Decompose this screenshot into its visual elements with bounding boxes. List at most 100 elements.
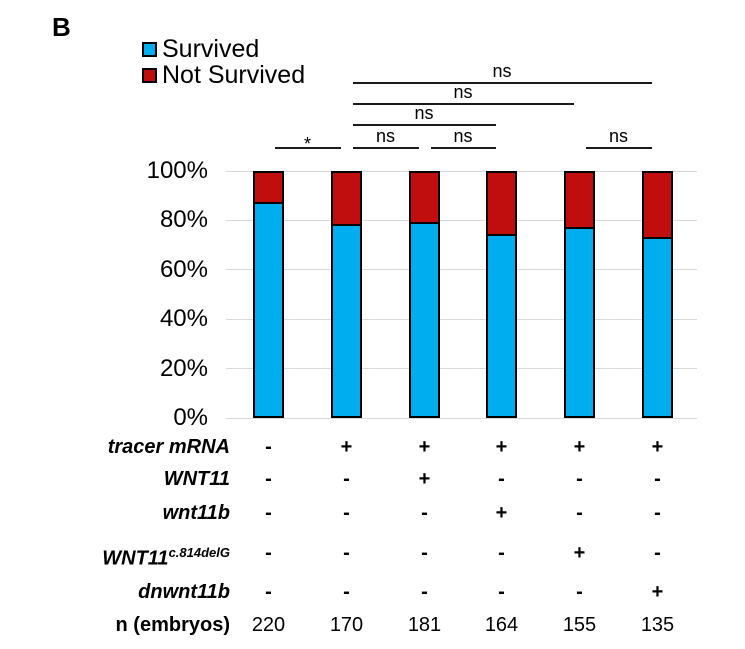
gridline <box>226 219 697 221</box>
legend-item: Survived <box>142 36 305 62</box>
bar-segment-survived <box>331 224 362 418</box>
condition-cell: - <box>576 468 583 490</box>
significance-line <box>430 147 496 149</box>
embryo-count-cell: 155 <box>562 614 597 636</box>
condition-cell: + <box>573 542 586 564</box>
legend: Survived Not Survived <box>142 36 305 88</box>
condition-cell: + <box>651 436 664 458</box>
condition-row-label-text: dnwnt11b <box>138 581 230 603</box>
embryo-count-cell: 170 <box>329 614 364 636</box>
condition-cell: - <box>343 468 350 490</box>
condition-cell: + <box>651 581 664 603</box>
bar-3 <box>409 171 440 418</box>
condition-row-label: tracer mRNA <box>10 434 230 460</box>
condition-row-label-text: n (embryos) <box>115 614 230 636</box>
condition-cell: - <box>498 581 505 603</box>
legend-item: Not Survived <box>142 62 305 88</box>
bar-segment-survived <box>642 237 673 418</box>
bar-4 <box>486 171 517 418</box>
condition-cell: + <box>418 436 431 458</box>
bar-6 <box>642 171 673 418</box>
y-axis-tick-label: 100% <box>146 157 208 184</box>
condition-cell: - <box>576 581 583 603</box>
legend-label: Survived <box>162 34 260 63</box>
condition-cell: - <box>421 542 428 564</box>
condition-row-label-text: WNT11 <box>102 547 169 570</box>
bar-1 <box>253 171 284 418</box>
condition-row-label: dnwnt11b <box>10 579 230 605</box>
legend-swatch-survived <box>142 41 157 57</box>
significance-line <box>352 124 496 126</box>
gridline <box>226 170 697 172</box>
y-axis-tick-label: 20% <box>159 354 208 382</box>
bar-segment-survived <box>409 222 440 418</box>
significance-label: ns <box>453 82 473 102</box>
condition-row-label-text: wnt11b <box>162 502 230 524</box>
significance-label: ns <box>375 126 395 146</box>
condition-cell: - <box>265 468 272 490</box>
y-axis-tick-label: 40% <box>159 305 208 333</box>
condition-cell: + <box>495 436 508 458</box>
bar-segment-survived <box>564 227 595 418</box>
condition-row-label: WNT11c.814delG <box>10 540 230 570</box>
bar-2 <box>331 171 362 418</box>
condition-cell: - <box>343 542 350 564</box>
condition-row-label-superscript: c.814delG <box>168 545 230 560</box>
gridline <box>226 269 697 271</box>
y-axis-tick-label: 0% <box>173 404 208 431</box>
significance-label: ns <box>453 126 473 146</box>
significance-line <box>352 147 419 149</box>
condition-cell: - <box>654 502 661 524</box>
embryo-count-cell: 135 <box>640 614 675 636</box>
significance-line <box>352 82 652 84</box>
significance-label: ns <box>608 126 628 146</box>
condition-cell: - <box>343 581 350 603</box>
condition-row-label: WNT11 <box>10 466 230 492</box>
bar-segment-not-survived <box>253 171 284 204</box>
gridline <box>226 368 697 370</box>
condition-cell: - <box>265 581 272 603</box>
significance-label: ns <box>414 103 434 123</box>
condition-cell: + <box>573 436 586 458</box>
panel-label: B <box>52 12 71 42</box>
bar-segment-survived <box>253 202 284 418</box>
embryo-count-cell: 164 <box>484 614 519 636</box>
condition-cell: + <box>340 436 353 458</box>
condition-cell: - <box>654 542 661 564</box>
condition-cell: + <box>495 502 508 524</box>
condition-cell: - <box>654 468 661 490</box>
bar-segment-not-survived <box>486 171 517 236</box>
significance-line <box>585 147 652 149</box>
condition-row-label-text: tracer mRNA <box>107 436 230 458</box>
condition-row-label: n (embryos) <box>10 612 230 638</box>
condition-cell: - <box>265 436 272 458</box>
bar-segment-not-survived <box>409 171 440 224</box>
bar-5 <box>564 171 595 418</box>
condition-cell: - <box>498 542 505 564</box>
bar-segment-not-survived <box>564 171 595 229</box>
significance-line <box>274 147 341 149</box>
legend-swatch-not-survived <box>142 67 157 83</box>
condition-cell: - <box>421 581 428 603</box>
significance-label: * <box>303 134 311 154</box>
bar-segment-not-survived <box>642 171 673 239</box>
condition-cell: - <box>343 502 350 524</box>
condition-cell: - <box>265 502 272 524</box>
legend-label: Not Survived <box>162 60 306 89</box>
condition-row-label: wnt11b <box>10 500 230 526</box>
condition-cell: - <box>421 502 428 524</box>
gridline <box>226 417 697 419</box>
significance-line <box>352 103 574 105</box>
condition-cell: - <box>498 468 505 490</box>
significance-label: ns <box>492 61 512 81</box>
embryo-count-cell: 220 <box>251 614 286 636</box>
condition-cell: - <box>265 542 272 564</box>
condition-row-label-text: WNT11 <box>163 468 230 490</box>
condition-cell: - <box>576 502 583 524</box>
y-axis-tick-label: 60% <box>159 255 208 283</box>
y-axis-tick-label: 80% <box>159 206 208 234</box>
bar-segment-not-survived <box>331 171 362 226</box>
embryo-count-cell: 181 <box>407 614 442 636</box>
gridline <box>226 318 697 320</box>
